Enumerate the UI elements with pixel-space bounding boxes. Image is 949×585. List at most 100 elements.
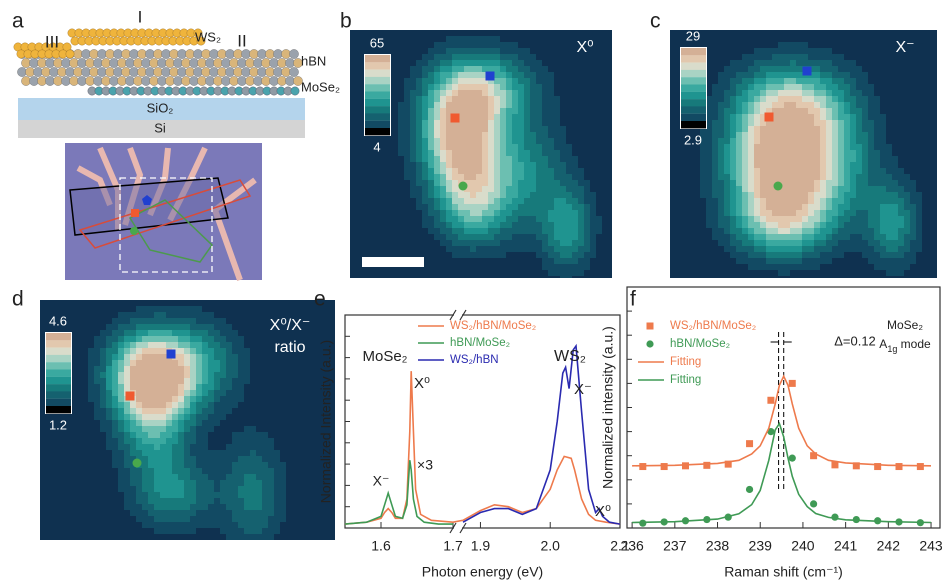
map-cell bbox=[208, 384, 214, 390]
map-cell bbox=[548, 156, 554, 162]
map-cell bbox=[790, 180, 796, 186]
colorbar-step bbox=[681, 92, 706, 99]
map-cell bbox=[766, 234, 772, 240]
map-cell bbox=[488, 216, 494, 222]
map-cell bbox=[500, 156, 506, 162]
map-cell bbox=[560, 216, 566, 222]
map-cell bbox=[856, 66, 862, 72]
map-cell bbox=[416, 144, 422, 150]
map-cell bbox=[232, 444, 238, 450]
map-cell bbox=[904, 204, 910, 210]
map-cell bbox=[766, 144, 772, 150]
map-cell bbox=[208, 390, 214, 396]
map-cell bbox=[452, 84, 458, 90]
map-cell bbox=[766, 222, 772, 228]
map-cell bbox=[772, 84, 778, 90]
map-cell bbox=[262, 486, 268, 492]
map-cell bbox=[178, 408, 184, 414]
map-cell bbox=[232, 336, 238, 342]
map-cell bbox=[712, 192, 718, 198]
map-cell bbox=[184, 462, 190, 468]
map-cell bbox=[500, 204, 506, 210]
map-cell bbox=[856, 174, 862, 180]
map-cell bbox=[766, 258, 772, 264]
map-cell bbox=[518, 162, 524, 168]
map-cell bbox=[404, 126, 410, 132]
map-cell bbox=[700, 150, 706, 156]
map-cell bbox=[572, 162, 578, 168]
map-cell bbox=[440, 150, 446, 156]
map-cell bbox=[548, 126, 554, 132]
map-cell bbox=[730, 66, 736, 72]
map-cell bbox=[838, 198, 844, 204]
map-cell bbox=[706, 132, 712, 138]
map-cell bbox=[250, 504, 256, 510]
map-cell bbox=[232, 468, 238, 474]
map-cell bbox=[220, 336, 226, 342]
map-cell bbox=[494, 156, 500, 162]
map-cell bbox=[172, 390, 178, 396]
map-cell bbox=[916, 222, 922, 228]
map-cell bbox=[470, 222, 476, 228]
mode-label-sub: 1g bbox=[887, 344, 897, 354]
map-cell bbox=[560, 234, 566, 240]
map-cell bbox=[130, 414, 136, 420]
map-cell bbox=[536, 114, 542, 120]
map-cell bbox=[718, 120, 724, 126]
map-cell bbox=[542, 126, 548, 132]
map-cell bbox=[202, 504, 208, 510]
map-cell bbox=[268, 450, 274, 456]
map-cell bbox=[512, 156, 518, 162]
map-cell bbox=[874, 234, 880, 240]
map-cell bbox=[470, 156, 476, 162]
map-cell bbox=[784, 162, 790, 168]
map-cell bbox=[844, 138, 850, 144]
map-cell bbox=[530, 234, 536, 240]
map-cell bbox=[226, 402, 232, 408]
map-cell bbox=[880, 180, 886, 186]
map-cell bbox=[476, 36, 482, 42]
map-cell bbox=[136, 402, 142, 408]
map-cell bbox=[766, 60, 772, 66]
map-cell bbox=[494, 252, 500, 258]
map-cell bbox=[820, 162, 826, 168]
map-cell bbox=[416, 150, 422, 156]
map-cell bbox=[434, 192, 440, 198]
map-cell bbox=[778, 240, 784, 246]
map-cell bbox=[190, 360, 196, 366]
map-cell bbox=[262, 474, 268, 480]
map-cell bbox=[458, 48, 464, 54]
map-cell bbox=[904, 240, 910, 246]
map-cell bbox=[506, 132, 512, 138]
map-cell bbox=[172, 462, 178, 468]
map-cell bbox=[772, 192, 778, 198]
map-cell bbox=[428, 72, 434, 78]
map-cell bbox=[476, 240, 482, 246]
map-cell bbox=[560, 132, 566, 138]
map-cell bbox=[862, 150, 868, 156]
map-cell bbox=[790, 138, 796, 144]
map-cell bbox=[154, 444, 160, 450]
map-cell bbox=[814, 144, 820, 150]
map-cell bbox=[106, 360, 112, 366]
map-cell bbox=[766, 168, 772, 174]
map-cell bbox=[560, 186, 566, 192]
map-cell bbox=[524, 162, 530, 168]
map-cell bbox=[536, 108, 542, 114]
map-cell bbox=[820, 78, 826, 84]
map-cell bbox=[802, 258, 808, 264]
map-cell bbox=[790, 264, 796, 270]
map-cell bbox=[470, 54, 476, 60]
map-cell bbox=[172, 504, 178, 510]
map-cell bbox=[422, 66, 428, 72]
map-cell bbox=[898, 246, 904, 252]
map-cell bbox=[220, 450, 226, 456]
map-cell bbox=[820, 186, 826, 192]
map-cell bbox=[250, 498, 256, 504]
map-cell bbox=[476, 156, 482, 162]
data-point bbox=[639, 520, 646, 527]
map-cell bbox=[190, 378, 196, 384]
map-cell bbox=[190, 528, 196, 534]
map-cell bbox=[178, 378, 184, 384]
map-cell bbox=[446, 144, 452, 150]
